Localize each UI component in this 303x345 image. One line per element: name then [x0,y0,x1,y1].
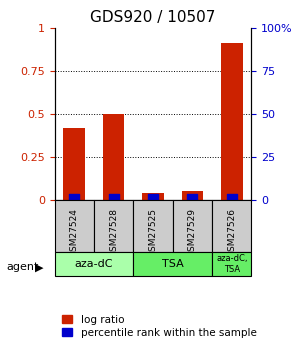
Bar [181,191,203,200]
Point [229,196,234,201]
FancyBboxPatch shape [173,200,212,252]
Text: agent: agent [6,263,38,272]
FancyBboxPatch shape [133,252,212,276]
Text: GSM27526: GSM27526 [227,208,236,257]
Bar [142,193,164,200]
Legend: log ratio, percentile rank within the sample: log ratio, percentile rank within the sa… [60,313,258,340]
FancyBboxPatch shape [94,200,133,252]
FancyBboxPatch shape [212,200,251,252]
Title: GDS920 / 10507: GDS920 / 10507 [90,10,216,25]
FancyBboxPatch shape [55,200,94,252]
Bar [63,128,85,200]
Point [72,196,77,201]
FancyBboxPatch shape [212,252,251,276]
Text: ▶: ▶ [35,263,43,272]
Text: aza-dC: aza-dC [75,259,113,269]
Point [111,196,116,201]
Text: GSM27525: GSM27525 [148,208,158,257]
Bar [221,43,243,200]
Text: TSA: TSA [162,259,184,269]
Bar [103,114,125,200]
FancyBboxPatch shape [133,200,173,252]
Text: GSM27524: GSM27524 [70,208,79,257]
Text: GSM27528: GSM27528 [109,208,118,257]
Point [190,197,195,202]
Text: GSM27529: GSM27529 [188,208,197,257]
Text: aza-dC,
TSA: aza-dC, TSA [216,254,248,274]
FancyBboxPatch shape [55,252,133,276]
Point [151,197,155,202]
